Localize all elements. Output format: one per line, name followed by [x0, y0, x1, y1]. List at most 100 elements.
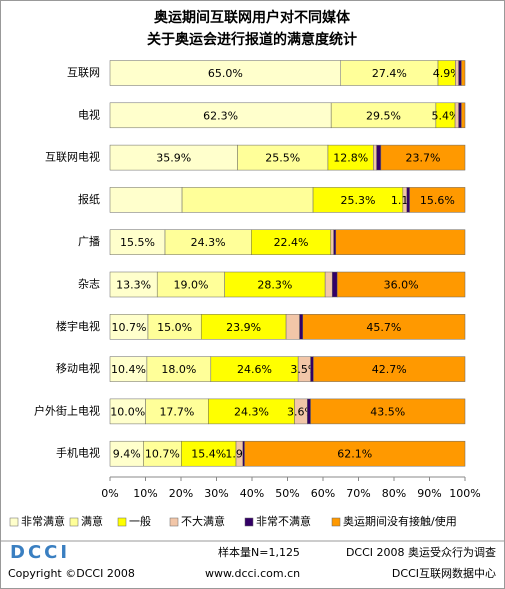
bar-segment [461, 102, 466, 129]
legend-label: 一般 [129, 515, 151, 528]
legend-swatch [331, 517, 341, 527]
bar-segment [454, 102, 459, 129]
chart-title: 关于奥运会进行报道的满意度统计 [147, 31, 357, 48]
bar-segment [109, 60, 341, 86]
bar-segment [330, 229, 334, 255]
y-tick-label: 广播 [78, 234, 100, 248]
value-label: 43.5% [370, 405, 405, 418]
y-tick-label: 楼宇电视 [56, 319, 100, 333]
x-tick-label: 50% [275, 487, 299, 500]
value-label: 13.3% [116, 279, 151, 292]
bar-segment [145, 398, 209, 425]
y-tick-label: 互联网电视 [45, 150, 100, 164]
x-tick-label: 100% [449, 487, 480, 500]
logo: DCCI [10, 542, 70, 563]
footer-org: DCCI互联网数据中心 [392, 566, 496, 580]
bar-segment [244, 440, 466, 467]
value-label: 28.3% [257, 279, 292, 292]
value-label: 24.3% [234, 405, 269, 418]
bar-segment [208, 398, 295, 425]
value-label: 36.0% [384, 279, 419, 292]
bar-segment [109, 144, 238, 171]
value-label: 23.7% [405, 152, 440, 165]
bar-segment [143, 440, 182, 467]
legend-swatch [169, 517, 179, 527]
bar-segment [310, 356, 314, 382]
bar-segment [164, 229, 252, 255]
value-label: 10.7% [145, 448, 180, 461]
value-label: 24.3% [191, 236, 226, 249]
value-label: 42.7% [372, 363, 407, 376]
bar-segment [409, 187, 466, 213]
value-label: 65.0% [208, 67, 243, 80]
bar-segment [310, 398, 466, 425]
bar-segment [109, 398, 146, 425]
value-label: 15.4% [191, 448, 226, 461]
bar-segment [373, 144, 377, 171]
bar-segment [333, 229, 337, 255]
x-tick-label: 40% [240, 487, 264, 500]
y-tick-label: 手机电视 [56, 446, 100, 460]
value-label: 18.0% [161, 363, 196, 376]
bar-segment [109, 356, 148, 382]
value-label: 25.3% [340, 194, 375, 207]
value-label: 15.6% [420, 194, 455, 207]
x-tick-label: 90% [417, 487, 441, 500]
bar-segment [109, 102, 332, 129]
value-label: 10.4% [111, 363, 146, 376]
bar-segment [376, 144, 382, 171]
y-tick-label: 移动电视 [56, 361, 100, 375]
chart-title: 奥运期间互联网用户对不同媒体 [154, 9, 351, 26]
legend-swatch [117, 517, 127, 527]
bar-segment [455, 60, 459, 86]
legend-label: 不大满意 [181, 514, 225, 528]
bar-segment [302, 314, 466, 340]
value-label: 19.0% [173, 279, 208, 292]
bar-segment [147, 314, 202, 340]
bar-segment [200, 314, 287, 340]
bar-segment [335, 229, 466, 255]
bar-segment [109, 187, 183, 213]
legend-label: 非常不满意 [256, 514, 311, 528]
x-tick-label: 0% [101, 487, 118, 500]
value-label: 22.4% [274, 236, 309, 249]
y-tick-label: 互联网 [67, 66, 100, 79]
bar-segment [458, 102, 462, 129]
legend-label: 非常满意 [21, 514, 65, 528]
x-tick-label: 30% [204, 487, 228, 500]
value-label: 23.9% [226, 321, 261, 334]
bar-segment [331, 271, 338, 298]
x-tick-label: 60% [311, 487, 335, 500]
footer-sample: 样本量N=1,125 [218, 545, 300, 559]
value-label: 17.7% [159, 405, 194, 418]
y-tick-label: 杂志 [78, 278, 100, 291]
bar-segment [109, 271, 158, 298]
bar-segment [210, 356, 299, 382]
bar-segment [156, 271, 225, 298]
bar-segment [146, 356, 212, 382]
value-label: 24.6% [237, 363, 272, 376]
footer-survey: DCCI 2008 奥运受众行为调查 [346, 545, 496, 559]
y-tick-label: 电视 [78, 107, 100, 121]
value-label: 15.0% [157, 321, 192, 334]
bar-segment [461, 60, 466, 86]
bar-segment [336, 271, 466, 298]
bar-segment [327, 144, 374, 171]
value-label: 29.5% [366, 109, 401, 122]
value-label: 12.8% [333, 152, 368, 165]
bar-segment [307, 398, 311, 425]
legend-swatch [69, 517, 79, 527]
value-label: 4.9% [433, 67, 461, 80]
bar-segment [340, 60, 439, 86]
bar-segment [406, 187, 410, 213]
legend-swatch [9, 517, 19, 527]
footer-copyright: Copyright ©DCCI 2008 [8, 567, 135, 580]
legend-label: 满意 [81, 514, 103, 528]
x-tick-label: 70% [346, 487, 370, 500]
bar-segment [458, 60, 462, 86]
bar-segment [313, 356, 466, 382]
value-label: 10.7% [112, 321, 147, 334]
bar-segment [299, 314, 304, 340]
bar-segment [324, 271, 333, 298]
